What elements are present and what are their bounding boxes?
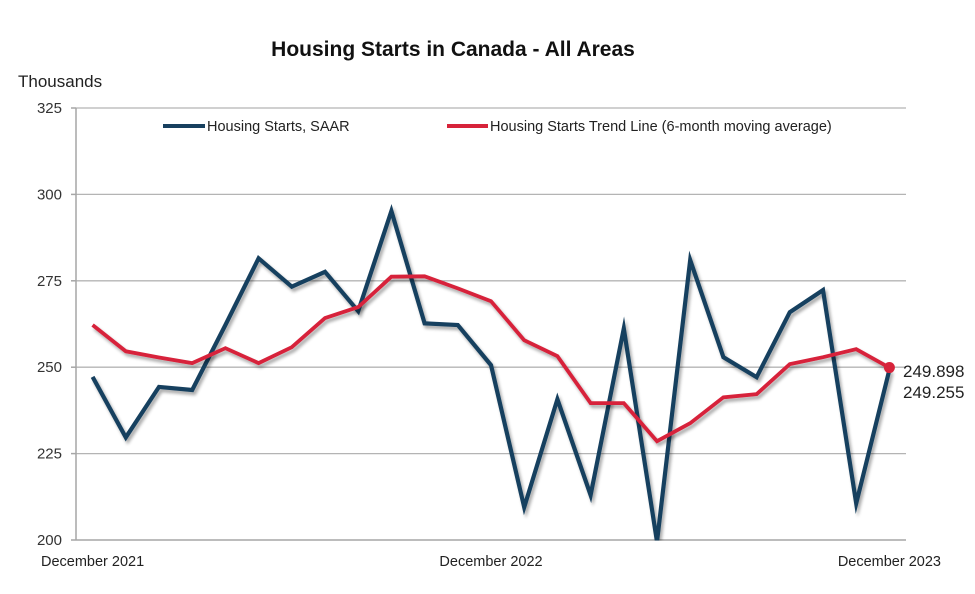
end-value-label: 249.898 [903, 362, 964, 381]
y-axis-unit-label: Thousands [18, 72, 102, 91]
y-axis-ticks: 200 225 250 275 300 325 [37, 100, 76, 549]
legend-label-trend: Housing Starts Trend Line (6-month movin… [490, 119, 832, 135]
chart-title: Housing Starts in Canada - All Areas [271, 38, 635, 61]
end-value-labels: 249.898 249.255 [903, 362, 964, 402]
y-tick-label: 200 [37, 532, 62, 549]
saar-series-line [90, 203, 892, 541]
y-tick-label: 325 [37, 100, 62, 117]
legend-label-saar: Housing Starts, SAAR [207, 119, 350, 135]
x-axis-ticks: December 2021 December 2022 December 2023 [41, 554, 941, 570]
trend-end-marker [883, 362, 895, 374]
gridlines [76, 107, 906, 455]
legend: Housing Starts, SAAR Housing Starts Tren… [163, 119, 832, 135]
x-tick-label: December 2022 [439, 554, 542, 570]
y-tick-label: 250 [37, 359, 62, 376]
y-tick-label: 300 [37, 186, 62, 203]
x-tick-label: December 2021 [41, 554, 144, 570]
y-tick-label: 225 [37, 446, 62, 463]
end-value-label: 249.255 [903, 383, 964, 402]
series-lines [90, 203, 892, 541]
trend-series-line [91, 274, 891, 444]
series-points [883, 362, 895, 374]
x-tick-label: December 2023 [838, 554, 941, 570]
y-tick-label: 275 [37, 273, 62, 290]
